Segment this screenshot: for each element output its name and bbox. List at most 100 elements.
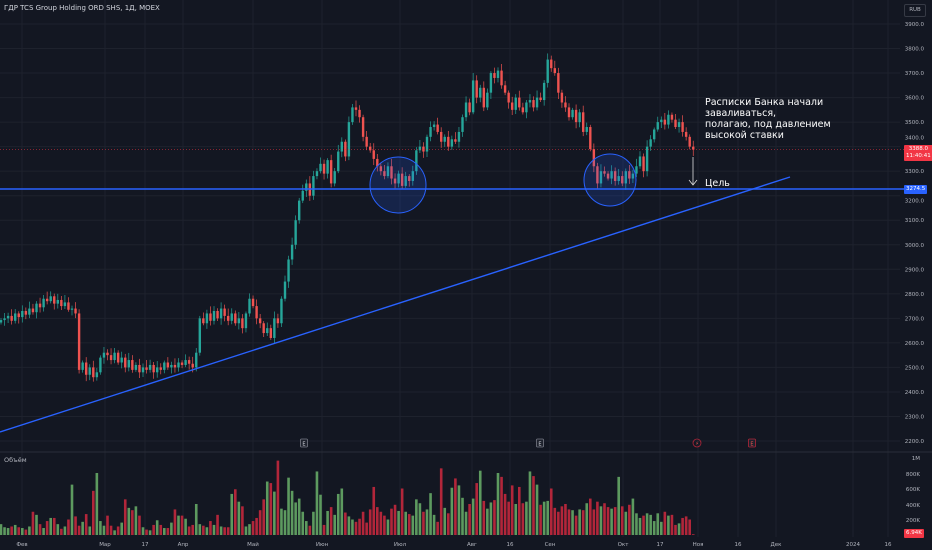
volume-bar (63, 526, 67, 535)
candle-body (180, 362, 184, 365)
volume-bar (503, 493, 507, 535)
candle-body (326, 160, 329, 174)
candle-body (670, 114, 674, 120)
currency-button[interactable]: RUB (904, 4, 926, 17)
volume-bar (305, 521, 308, 535)
candle-body (56, 299, 59, 304)
candle-body (386, 166, 390, 177)
candle-body (198, 318, 201, 353)
candle-body (518, 97, 521, 108)
x-tick-label: 16 (507, 542, 514, 548)
annotation-note[interactable]: Расписки Банка начали заваливаться, пола… (705, 97, 831, 141)
volume-bar (539, 504, 542, 535)
volume-bar (24, 529, 28, 535)
dividend-event-label: ⚡ (695, 441, 699, 447)
candle-body (486, 92, 489, 108)
volume-bar (415, 499, 418, 535)
volume-bar (560, 506, 564, 535)
candle-body (578, 112, 581, 123)
candle-body (535, 97, 539, 108)
highlight-circle (369, 156, 427, 214)
volume-bar (589, 498, 592, 535)
volume-bar (301, 511, 305, 535)
candle-body (663, 119, 667, 125)
y-tick-label: 2900.0 (905, 267, 925, 273)
candle-body (688, 136, 691, 147)
volume-bar (596, 501, 599, 535)
candle-body (347, 122, 351, 157)
candle-body (475, 80, 478, 98)
volume-bar (535, 484, 539, 535)
volume-bar (159, 524, 163, 535)
candle-body (684, 131, 688, 137)
volume-bar (518, 486, 521, 535)
candle-body (81, 362, 84, 370)
volume-bar (273, 491, 276, 535)
candle-body (358, 109, 361, 118)
volume-bar (173, 509, 177, 535)
candle-body (457, 131, 461, 142)
candle-body (14, 313, 17, 321)
volume-bar (60, 528, 63, 535)
y-tick-label: 2300.0 (905, 414, 925, 420)
volume-bar (592, 509, 596, 535)
volume-bar (312, 511, 315, 535)
candle-body (443, 136, 446, 142)
volume-bar (170, 522, 173, 535)
x-tick-label: Мар (99, 542, 111, 548)
volume-bar (10, 526, 13, 535)
candle-body (429, 127, 432, 137)
volume-bar (251, 521, 255, 535)
volume-bar (557, 511, 560, 535)
volume-bar (223, 527, 226, 535)
candle-body (273, 318, 276, 338)
volume-bar (393, 504, 397, 535)
x-tick-label: 16 (885, 542, 892, 548)
volume-bar (255, 517, 258, 535)
candle-body (124, 357, 127, 368)
earnings-event-label: E (750, 442, 753, 448)
candle-body (156, 367, 159, 373)
volume-bar (514, 504, 518, 535)
volume-bar (521, 503, 525, 535)
volume-bar (691, 534, 695, 535)
volume-bar (123, 499, 127, 535)
candle-body (266, 328, 269, 334)
candle-body (24, 310, 28, 315)
candle-body (301, 190, 304, 201)
volume-bar (567, 509, 571, 535)
candle-body (692, 146, 695, 150)
volume-bar (447, 513, 450, 535)
candle-body (440, 131, 443, 142)
candle-body (372, 150, 375, 159)
volume-bar (631, 498, 635, 535)
volume-bar (620, 506, 624, 535)
candle-body (42, 298, 45, 308)
volume-bar (38, 524, 42, 535)
candle-body (656, 122, 659, 130)
volume-bar (3, 527, 6, 535)
volume-tick-label: 200K (906, 518, 920, 524)
volume-bar (400, 488, 404, 535)
volume-bar (109, 525, 113, 535)
volume-bar (95, 473, 99, 535)
volume-bar (308, 525, 312, 535)
volume-bar (674, 524, 677, 535)
candle-body (209, 313, 212, 321)
candle-body (255, 306, 258, 319)
volume-bar (21, 528, 24, 535)
candle-body (550, 59, 553, 69)
volume-bar (99, 521, 102, 535)
volume-bar (649, 514, 652, 535)
volume-bar (606, 507, 610, 535)
candle-body (234, 313, 237, 324)
y-tick-label: 3600.0 (905, 96, 925, 102)
volume-bar (397, 510, 400, 535)
candle-body (503, 85, 507, 93)
volume-bar (287, 477, 290, 535)
candle-body (305, 183, 308, 191)
volume-bar (258, 510, 262, 535)
volume-bar (553, 507, 557, 535)
annotation-target[interactable]: Цель (705, 178, 730, 189)
